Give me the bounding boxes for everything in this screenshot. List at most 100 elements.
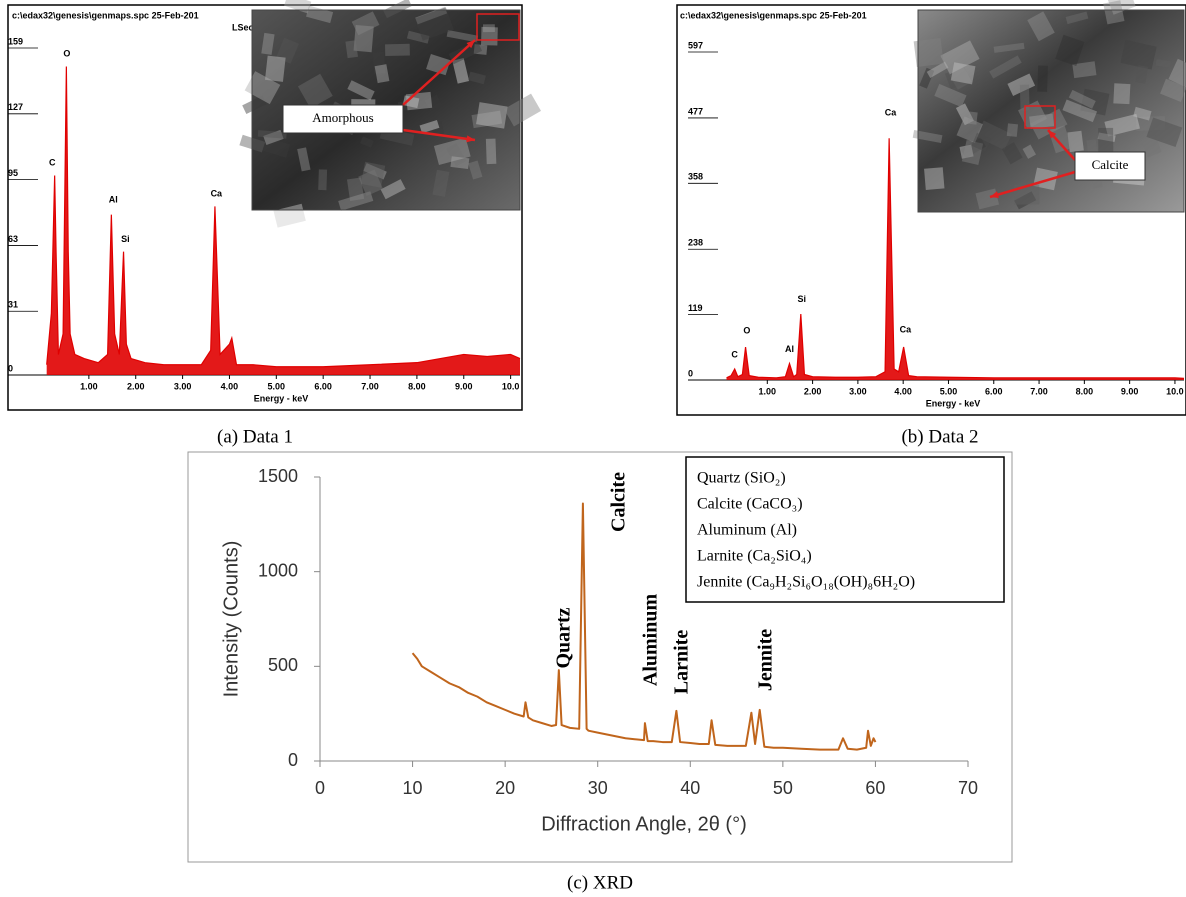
sem-frame: [251, 9, 521, 211]
sem-texture: [346, 177, 365, 201]
sem-texture: [358, 169, 384, 197]
y-tick-label: 0: [688, 368, 693, 378]
peak-label: Ca: [211, 189, 223, 199]
x-tick-label: 5.00: [268, 381, 286, 391]
arrow-head: [466, 40, 475, 49]
legend-entry: Jennite (Ca₉H₂Si₆O₁₈(OH)₈6H₂O): [697, 574, 915, 591]
sem-texture: [1086, 139, 1098, 154]
sem-texture: [934, 83, 967, 108]
x-tick-label: 3.00: [174, 381, 192, 391]
sem-texture: [1006, 123, 1019, 137]
sem-texture: [1155, 59, 1171, 68]
y-tick-label: 0: [288, 750, 298, 770]
legend-entry: Larnite (Ca₂SiO₄): [697, 548, 812, 565]
sem-texture: [448, 40, 483, 65]
callout-arrow: [402, 128, 476, 142]
y-tick-label: 63: [8, 234, 18, 244]
sem-texture: [955, 103, 974, 126]
sem-texture: [383, 0, 412, 19]
peak-label: Ca: [885, 107, 897, 117]
sem-texture: [473, 44, 488, 55]
sem-texture: [347, 80, 375, 101]
sem-texture: [419, 119, 440, 134]
x-tick-label: 2.00: [127, 381, 145, 391]
x-tick-label: 60: [865, 778, 885, 798]
sem-texture: [956, 116, 983, 144]
sem-texture: [297, 147, 311, 172]
sem-texture: [363, 163, 387, 180]
panel-header-note: LSec: [232, 22, 254, 32]
sem-texture: [351, 11, 380, 36]
x-tick-label: 3.00: [849, 386, 867, 396]
x-tick-label: 9.00: [455, 381, 473, 391]
highlight-box: [1024, 105, 1056, 129]
sem-texture: [1029, 113, 1055, 129]
sem-texture: [1055, 34, 1085, 66]
sem-texture: [483, 24, 495, 33]
sem-texture: [415, 6, 448, 25]
x-tick-label: 1.00: [759, 386, 777, 396]
peak-label: Si: [121, 234, 130, 244]
panel-caption: (b) Data 2: [901, 426, 978, 447]
sem-texture: [975, 120, 1012, 151]
sem-texture: [338, 191, 374, 211]
sem-texture: [1146, 117, 1183, 147]
peak-label: Aluminum: [640, 594, 662, 687]
sem-texture: [264, 55, 286, 82]
sem-texture: [971, 132, 992, 152]
spectrum: [726, 138, 1185, 379]
sem-texture: [242, 95, 267, 114]
sem-texture: [1065, 11, 1089, 25]
sem-texture: [318, 169, 328, 191]
x-tick-label: 2.00: [804, 386, 822, 396]
highlight-box: [476, 13, 520, 41]
x-tick-label: 1.00: [80, 381, 98, 391]
sem-texture: [261, 32, 275, 55]
sem-texture: [924, 167, 945, 190]
callout-arrow: [402, 39, 476, 106]
x-tick-label: 10.0: [502, 381, 520, 391]
sem-texture: [1019, 84, 1030, 111]
xrd-line: [411, 502, 877, 751]
sem-texture: [1068, 89, 1096, 109]
sem-texture: [471, 110, 503, 129]
sem-texture: [452, 58, 470, 84]
sem-texture: [1033, 167, 1058, 191]
sem-texture: [1135, 65, 1149, 84]
sem-texture: [426, 53, 451, 76]
sem-texture: [406, 30, 430, 44]
sem-texture: [993, 42, 1025, 53]
x-tick-label: 30: [588, 778, 608, 798]
arrow-head: [466, 135, 475, 143]
sem-texture: [960, 137, 986, 159]
sem-texture: [485, 138, 497, 165]
y-tick-label: 238: [688, 238, 703, 248]
sem-texture: [944, 66, 971, 90]
x-tick-label: 10: [403, 778, 423, 798]
sem-texture: [402, 95, 420, 109]
legend-entry: Quartz (SiO₂): [697, 470, 786, 487]
sem-texture: [950, 62, 976, 85]
arrow-head: [1048, 130, 1057, 139]
x-axis-label: Diffraction Angle, 2θ (°): [541, 813, 747, 835]
sem-texture: [446, 29, 479, 43]
sem-texture: [244, 71, 281, 105]
sem-texture: [919, 67, 935, 89]
sem-texture: [385, 43, 410, 57]
sem-texture: [1014, 191, 1037, 210]
sem-texture: [1104, 113, 1140, 137]
sem-texture: [405, 91, 433, 111]
sem-texture: [503, 93, 542, 127]
panel-header: c:\edax32\genesis\genmaps.spc 25-Feb-201: [680, 10, 867, 20]
x-axis-label: Energy - keV: [926, 398, 981, 408]
sem-texture: [989, 55, 1022, 79]
sem-texture: [433, 137, 471, 165]
sem-texture: [1097, 132, 1116, 143]
sem-texture: [450, 156, 470, 170]
x-tick-label: 4.00: [894, 386, 912, 396]
sem-texture: [360, 136, 374, 148]
sem-texture: [1080, 88, 1110, 116]
peak-label: C: [49, 158, 56, 168]
